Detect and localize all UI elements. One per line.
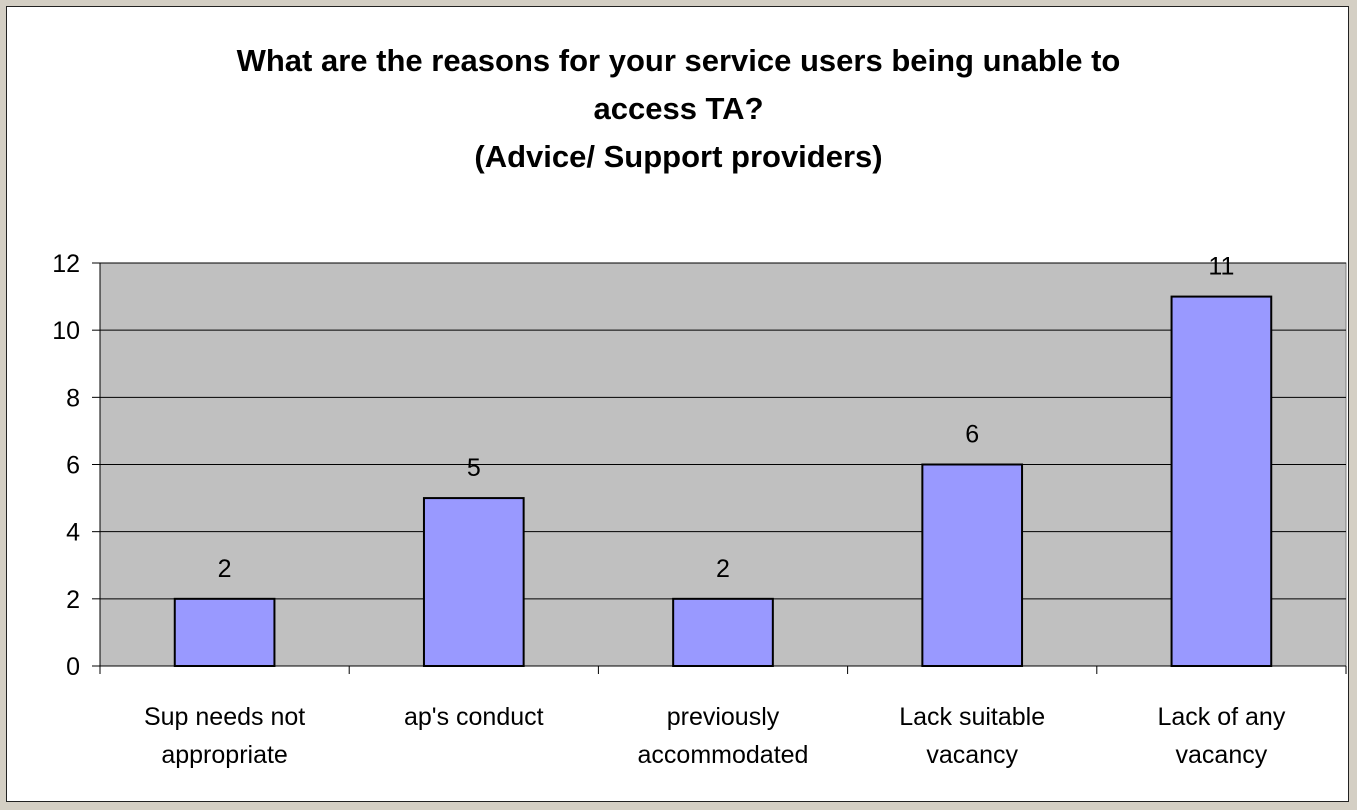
x-tick-label: Sup needs not [144, 703, 305, 731]
y-tick-label: 6 [66, 452, 80, 480]
data-label: 5 [467, 454, 481, 482]
x-tick-label: ap's conduct [404, 703, 544, 731]
y-tick-label: 0 [66, 653, 80, 681]
bar [922, 465, 1022, 667]
x-tick-label: vacancy [926, 741, 1018, 769]
x-tick-label: appropriate [161, 741, 287, 769]
data-label: 2 [716, 555, 730, 583]
data-label: 6 [965, 421, 979, 449]
bar [424, 498, 524, 666]
x-tick-label: Lack suitable [899, 703, 1045, 731]
x-tick-label: Lack of any [1157, 703, 1285, 731]
bar [673, 599, 773, 666]
bar [1172, 297, 1272, 666]
x-tick-label: accommodated [638, 741, 809, 769]
y-tick-label: 12 [52, 250, 80, 278]
y-tick-label: 8 [66, 384, 80, 412]
bar [175, 599, 275, 666]
data-label: 11 [1208, 253, 1234, 281]
y-tick-label: 4 [66, 519, 80, 547]
data-label: 2 [218, 555, 232, 583]
y-tick-label: 2 [66, 586, 80, 614]
y-tick-label: 10 [52, 317, 80, 345]
x-tick-label: previously [667, 703, 780, 731]
x-tick-label: vacancy [1176, 741, 1268, 769]
